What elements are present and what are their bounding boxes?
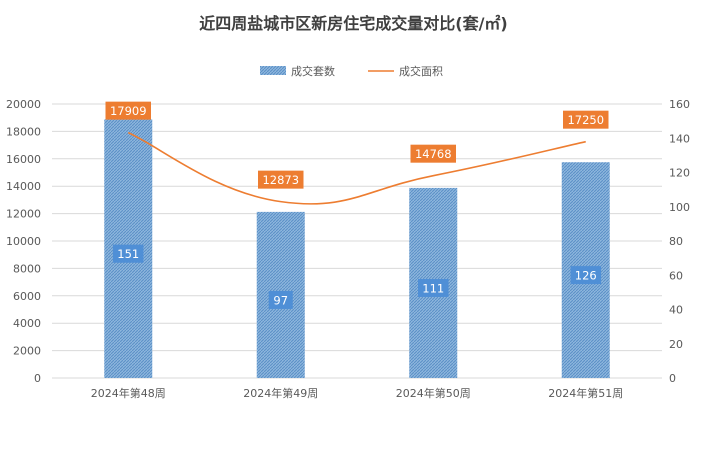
y-left-tick-label: 12000 bbox=[6, 208, 41, 221]
gridlines bbox=[52, 103, 662, 379]
y-left-tick-label: 20000 bbox=[6, 98, 41, 111]
area-value-label: 14768 bbox=[410, 144, 456, 163]
y-left-tick-label: 6000 bbox=[13, 290, 41, 303]
area-value-label-text: 12873 bbox=[262, 173, 299, 187]
area-value-label-text: 14768 bbox=[415, 147, 452, 161]
x-tick-label: 2024年第51周 bbox=[548, 386, 623, 400]
bar-series bbox=[104, 119, 610, 378]
legend-label-bars: 成交套数 bbox=[291, 64, 335, 78]
area-value-label: 17909 bbox=[105, 101, 151, 120]
x-tick-label: 2024年第48周 bbox=[91, 386, 166, 400]
legend: 成交套数 成交面积 bbox=[260, 64, 443, 78]
y-left-tick-label: 4000 bbox=[13, 317, 41, 330]
count-value-label-bg bbox=[113, 244, 144, 263]
area-value-label-bg bbox=[410, 144, 456, 163]
y-left-tick-label: 2000 bbox=[13, 345, 41, 358]
data-labels: 17909 12873 14768 17250 151 97 111 126 bbox=[105, 101, 609, 309]
y-right-tick-label: 160 bbox=[669, 98, 690, 111]
count-value-label: 126 bbox=[570, 266, 601, 285]
y-left-tick-label: 0 bbox=[34, 372, 41, 385]
x-tick-label: 2024年第50周 bbox=[396, 386, 471, 400]
y-right-tick-label: 60 bbox=[669, 269, 683, 282]
y-left-tick-label: 8000 bbox=[13, 262, 41, 275]
axes: 0 2000 4000 6000 8000 10000 12000 14000 16000 180… bbox=[6, 98, 690, 400]
y-right-tick-label: 140 bbox=[669, 132, 690, 145]
chart-title: 近四周盐城市区新房住宅成交量对比(套/㎡) bbox=[199, 14, 507, 33]
area-line bbox=[127, 131, 586, 205]
y-left-tick-label: 16000 bbox=[6, 153, 41, 166]
area-value-label-bg bbox=[258, 170, 304, 189]
legend-label-line: 成交面积 bbox=[399, 64, 443, 78]
y-left-tick-label: 10000 bbox=[6, 235, 41, 248]
count-value-label-text: 111 bbox=[422, 281, 444, 295]
count-value-label-text: 97 bbox=[273, 293, 288, 307]
count-value-label-bg bbox=[268, 290, 293, 309]
x-tick-label: 2024年第49周 bbox=[243, 386, 318, 400]
line-series bbox=[127, 131, 586, 205]
y-right-tick-label: 120 bbox=[669, 167, 690, 180]
count-value-label: 151 bbox=[113, 244, 144, 263]
area-value-label-text: 17250 bbox=[567, 113, 604, 127]
count-value-label: 97 bbox=[268, 290, 293, 309]
area-value-label-bg bbox=[105, 101, 151, 120]
count-value-label-bg bbox=[418, 278, 449, 297]
count-value-label-text: 151 bbox=[117, 247, 139, 261]
y-left-tick-label: 14000 bbox=[6, 180, 41, 193]
count-value-label-bg bbox=[570, 266, 601, 285]
area-value-label: 12873 bbox=[258, 170, 304, 189]
y-right-tick-label: 40 bbox=[669, 304, 683, 317]
area-value-label-text: 17909 bbox=[110, 104, 147, 118]
area-value-label: 17250 bbox=[563, 110, 609, 129]
legend-swatch-bars bbox=[260, 66, 286, 75]
area-value-label-bg bbox=[563, 110, 609, 129]
count-value-label: 111 bbox=[418, 278, 449, 297]
count-value-label-text: 126 bbox=[575, 269, 597, 283]
y-left-tick-label: 18000 bbox=[6, 125, 41, 138]
y-right-tick-label: 100 bbox=[669, 201, 690, 214]
y-right-tick-label: 20 bbox=[669, 338, 683, 351]
y-right-tick-label: 0 bbox=[669, 372, 676, 385]
y-right-tick-label: 80 bbox=[669, 235, 683, 248]
